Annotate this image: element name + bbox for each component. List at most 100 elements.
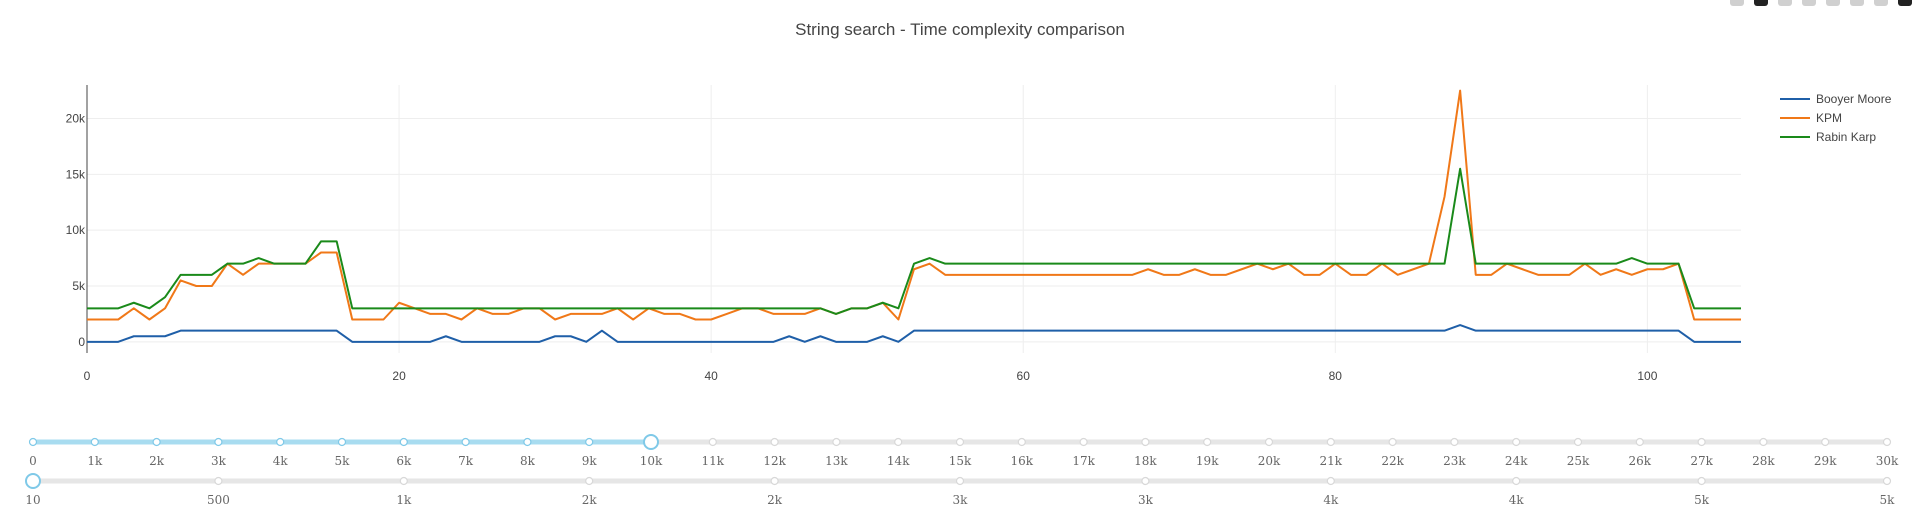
slider-step-label: 22k (1381, 454, 1404, 468)
slider-step[interactable] (770, 437, 779, 447)
slider-bottom[interactable]: 10 500 1k 2k 2k 3k 3k 4k 4k 5k 5k (25, 473, 1896, 507)
slider-step[interactable] (894, 437, 903, 447)
slider-step[interactable] (955, 437, 965, 447)
slider-step-label: 15k (949, 454, 972, 468)
slider-step[interactable] (1759, 437, 1768, 447)
slider-step[interactable] (1882, 437, 1892, 447)
x-tick-label: 20 (392, 369, 406, 383)
slider-step-label: 23k (1443, 454, 1466, 468)
slider-step[interactable] (1326, 437, 1335, 447)
zoom-icon[interactable] (1754, 0, 1768, 6)
slider-top[interactable]: 0 1k 2k 3k 4k 5k 6k 7k 8k 9k 10k 11k 12k 13k 14k 15k 16k… (28, 434, 1899, 468)
slider-step-label: 25k (1567, 454, 1590, 468)
slider-step[interactable] (276, 437, 285, 447)
legend[interactable]: Booyer Moore KPM Rabin Karp (1780, 92, 1892, 144)
slider-step-label: 8k (520, 454, 536, 468)
y-tick-label: 5k (72, 279, 86, 293)
slider-step[interactable] (214, 437, 223, 447)
slider-step[interactable] (1450, 437, 1459, 447)
slider-step[interactable] (1697, 476, 1706, 486)
modebar (1730, 0, 1912, 8)
slider-step[interactable] (1017, 437, 1026, 447)
slider-step-label: 16k (1011, 454, 1034, 468)
slider-step[interactable] (1573, 437, 1583, 447)
series-layer[interactable] (87, 89, 1741, 343)
slider-handle[interactable] (25, 473, 41, 489)
autoscale-icon[interactable] (1850, 0, 1864, 6)
slider-step[interactable] (585, 437, 594, 447)
slider-step[interactable] (523, 437, 532, 447)
slider-step[interactable] (1203, 437, 1212, 447)
slider-step-label: 5k (335, 454, 351, 468)
slider-step[interactable] (1512, 476, 1521, 486)
slider-step-label: 24k (1505, 454, 1528, 468)
slider-step[interactable] (1079, 437, 1088, 447)
legend-item[interactable]: KPM (1780, 111, 1842, 125)
pan-icon[interactable] (1778, 0, 1792, 6)
series-line-kpm[interactable] (87, 89, 1741, 321)
slider-step-label: 2k (767, 493, 783, 507)
slider-step-label: 19k (1196, 454, 1219, 468)
zoom-in-icon[interactable] (1802, 0, 1816, 6)
slider-step[interactable] (1882, 476, 1892, 486)
slider-step[interactable] (708, 437, 717, 447)
slider-step-label: 5k (1880, 493, 1896, 507)
x-tick-label: 80 (1329, 369, 1343, 383)
slider-step[interactable] (955, 476, 965, 486)
x-tick-label: 40 (704, 369, 718, 383)
y-tick-label: 15k (66, 167, 86, 181)
sliders[interactable]: 0 1k 2k 3k 4k 5k 6k 7k 8k 9k 10k 11k 12k 13k 14k 15k 16k… (25, 434, 1899, 507)
slider-step-label: 3k (953, 493, 969, 507)
slider-step[interactable] (28, 437, 38, 447)
slider-step[interactable] (1635, 437, 1644, 447)
slider-step[interactable] (1697, 437, 1706, 447)
slider-step-label: 3k (1138, 493, 1154, 507)
plotly-logo-icon[interactable] (1898, 0, 1912, 6)
slider-step-label: 3k (211, 454, 227, 468)
slider-step-label: 0 (29, 454, 37, 468)
slider-step-label: 27k (1690, 454, 1713, 468)
slider-step[interactable] (1141, 437, 1150, 447)
camera-icon[interactable] (1730, 0, 1744, 6)
slider-step-label: 2k (582, 493, 598, 507)
slider-step-label: 14k (887, 454, 910, 468)
slider-step-label: 9k (582, 454, 598, 468)
slider-step-label: 10 (25, 493, 40, 507)
slider-step-label: 30k (1876, 454, 1899, 468)
slider-step[interactable] (1388, 437, 1397, 447)
slider-step[interactable] (461, 437, 470, 447)
slider-step[interactable] (832, 437, 841, 447)
slider-step[interactable] (585, 476, 594, 486)
legend-item[interactable]: Rabin Karp (1780, 130, 1876, 144)
axes: 0 20 40 60 80 100 0 5k 10k 15k 20k (66, 85, 1658, 383)
slider-step[interactable] (1264, 437, 1274, 447)
slider-step[interactable] (152, 437, 161, 447)
legend-label: KPM (1816, 111, 1842, 125)
series-line-rabin-karp[interactable] (87, 167, 1741, 315)
series-line-booyer-moore[interactable] (87, 324, 1741, 343)
zoom-out-icon[interactable] (1826, 0, 1840, 6)
slider-step-label: 2k (149, 454, 165, 468)
slider-step-label: 13k (825, 454, 848, 468)
y-tick-label: 0 (78, 335, 85, 349)
legend-label: Booyer Moore (1816, 92, 1892, 106)
slider-handle[interactable] (643, 434, 659, 450)
slider-step[interactable] (1141, 476, 1150, 486)
slider-step-label: 4k (1323, 493, 1339, 507)
slider-step[interactable] (770, 476, 779, 486)
slider-step[interactable] (90, 437, 99, 447)
slider-step[interactable] (337, 437, 347, 447)
slider-step[interactable] (1326, 476, 1335, 486)
slider-step-label: 29k (1814, 454, 1837, 468)
slider-step-label: 20k (1258, 454, 1281, 468)
slider-step[interactable] (1512, 437, 1521, 447)
slider-step-label: 21k (1320, 454, 1343, 468)
slider-step[interactable] (214, 476, 223, 486)
legend-item[interactable]: Booyer Moore (1780, 92, 1892, 106)
slider-step[interactable] (1821, 437, 1830, 447)
reset-axes-icon[interactable] (1874, 0, 1888, 6)
slider-step-label: 1k (87, 454, 103, 468)
slider-step[interactable] (399, 437, 408, 447)
slider-step[interactable] (399, 476, 408, 486)
